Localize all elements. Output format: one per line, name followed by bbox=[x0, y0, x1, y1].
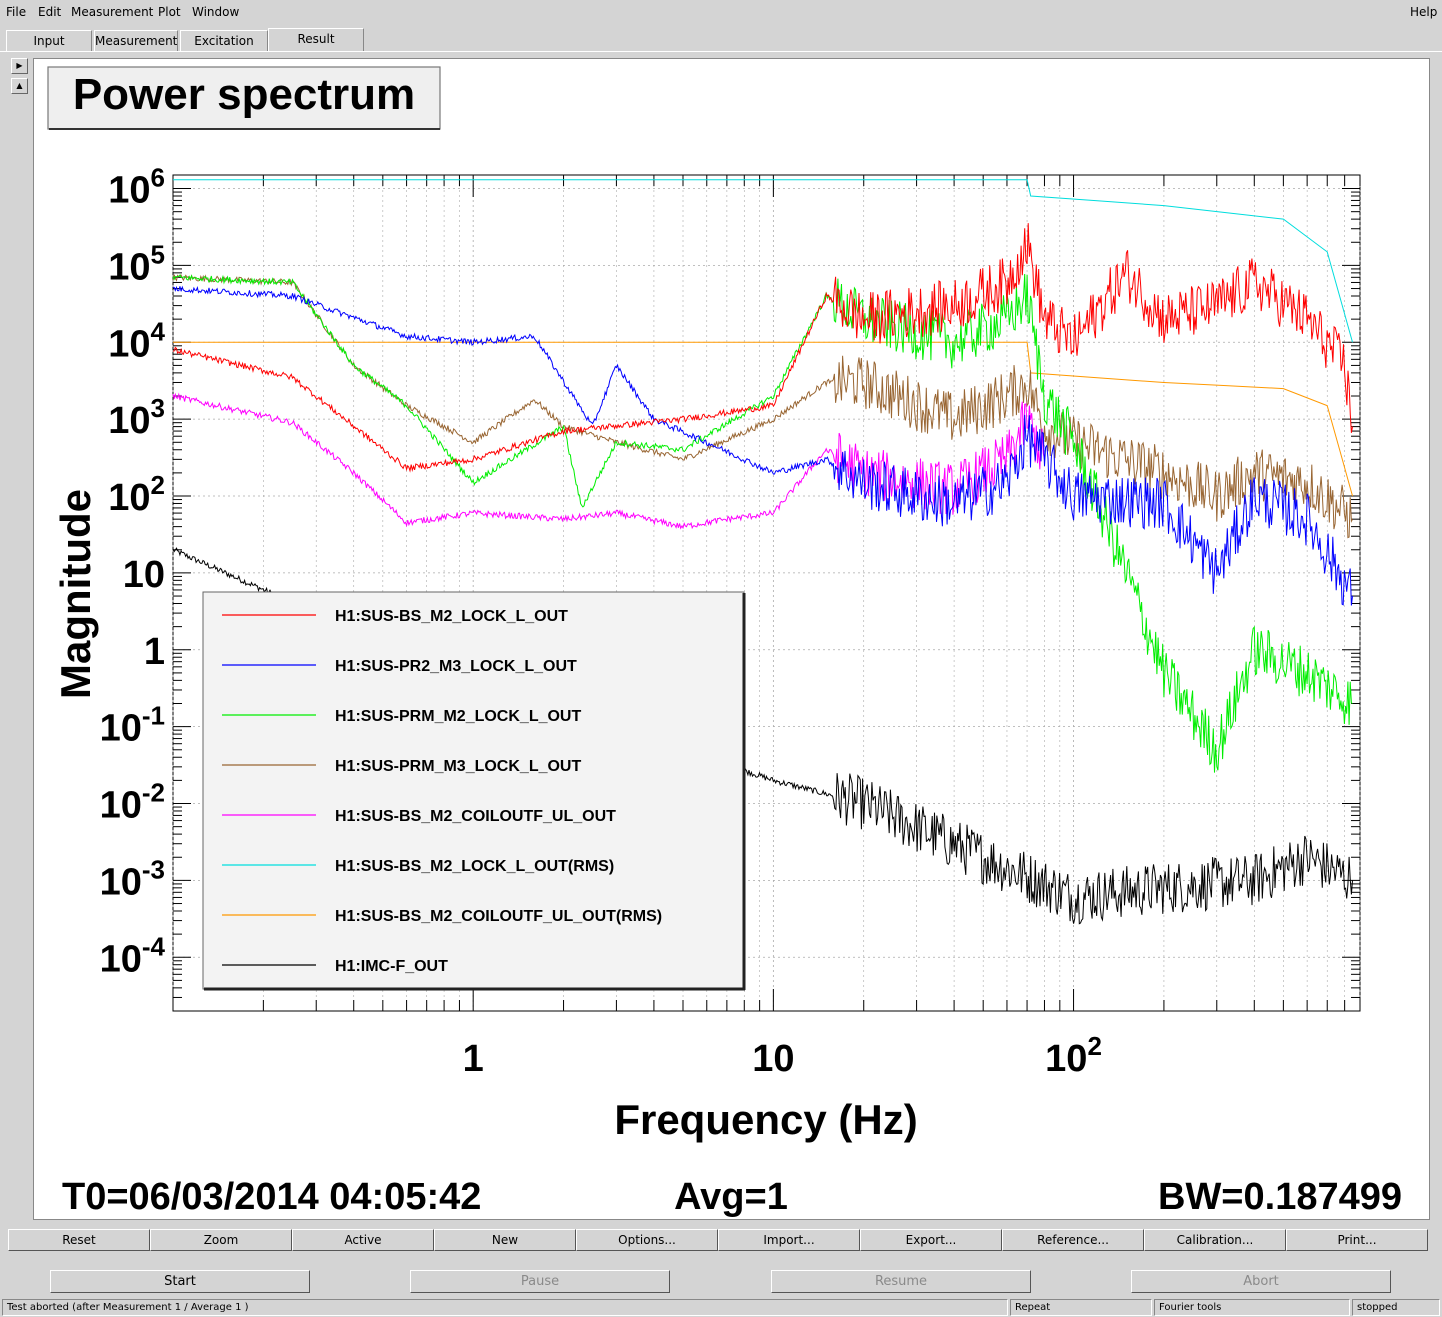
tab-divider bbox=[0, 51, 1442, 52]
series-line bbox=[173, 179, 1353, 343]
zoom-button[interactable]: Zoom bbox=[150, 1229, 292, 1251]
scroll-right-button[interactable]: ▶ bbox=[11, 58, 28, 74]
y-tick-label: 10-1 bbox=[100, 701, 165, 750]
legend-label: H1:SUS-BS_M2_COILOUTF_UL_OUT bbox=[335, 808, 616, 825]
series-line bbox=[172, 223, 1353, 473]
status-repeat: Repeat bbox=[1010, 1299, 1152, 1316]
legend-label: H1:SUS-PRM_M3_LOCK_L_OUT bbox=[335, 758, 581, 775]
y-tick-label: 105 bbox=[108, 239, 165, 288]
pause-button[interactable]: Pause bbox=[410, 1270, 670, 1293]
tab-bar: Input Measurement Excitation Result bbox=[0, 28, 1442, 52]
y-tick-label: 10-4 bbox=[100, 931, 166, 980]
status-message: Test aborted (after Measurement 1 / Aver… bbox=[2, 1299, 1008, 1316]
menu-file[interactable]: File bbox=[6, 5, 27, 19]
y-tick-label: 106 bbox=[108, 163, 165, 212]
x-tick-labels: 1 10 102 bbox=[463, 1031, 1102, 1080]
new-button[interactable]: New bbox=[434, 1229, 576, 1251]
menu-edit[interactable]: Edit bbox=[38, 5, 62, 19]
resume-button[interactable]: Resume bbox=[771, 1270, 1031, 1293]
legend-label: H1:IMC-F_OUT bbox=[335, 958, 448, 975]
plot-toolbar: Reset Zoom Active New Options... Import.… bbox=[8, 1229, 1428, 1251]
y-tick-label: 10-2 bbox=[100, 778, 165, 827]
tab-result[interactable]: Result bbox=[268, 28, 364, 52]
abort-button[interactable]: Abort bbox=[1131, 1270, 1391, 1293]
legend: H1:SUS-BS_M2_LOCK_L_OUT H1:SUS-PR2_M3_LOC… bbox=[202, 591, 746, 991]
start-button[interactable]: Start bbox=[50, 1270, 310, 1293]
y-tick-label: 102 bbox=[108, 470, 165, 519]
power-spectrum-plot: Power spectrum 10610510410310210110-110-… bbox=[47, 66, 1402, 1218]
series-line bbox=[173, 341, 1353, 497]
x-tick-label: 102 bbox=[1045, 1031, 1102, 1080]
reference-button[interactable]: Reference... bbox=[1002, 1229, 1144, 1251]
menu-measurement[interactable]: Measurement bbox=[71, 5, 154, 19]
menu-window[interactable]: Window bbox=[192, 5, 240, 19]
calibration-button[interactable]: Calibration... bbox=[1144, 1229, 1286, 1251]
tab-measurement[interactable]: Measurement bbox=[94, 30, 178, 52]
legend-label: H1:SUS-PR2_M3_LOCK_L_OUT bbox=[335, 658, 577, 675]
x-tick-label: 1 bbox=[463, 1038, 484, 1080]
series-line bbox=[172, 392, 1045, 530]
y-tick-label: 10-3 bbox=[100, 854, 165, 903]
triangle-up-icon: ▲ bbox=[16, 81, 23, 90]
active-button[interactable]: Active bbox=[292, 1229, 434, 1251]
menu-help[interactable]: Help bbox=[1410, 5, 1438, 19]
scroll-up-button[interactable]: ▲ bbox=[11, 78, 28, 94]
axis-ticks bbox=[172, 175, 1361, 1012]
print-button[interactable]: Print... bbox=[1286, 1229, 1428, 1251]
y-axis-label: Magnitude bbox=[52, 489, 99, 699]
y-tick-label: 103 bbox=[108, 393, 165, 442]
y-tick-label: 10 bbox=[123, 554, 165, 596]
series-line bbox=[172, 285, 1353, 606]
status-state: stopped bbox=[1352, 1299, 1440, 1316]
triangle-right-icon: ▶ bbox=[16, 61, 23, 70]
t0-label: T0=06/03/2014 04:05:42 bbox=[62, 1176, 481, 1218]
import-button[interactable]: Import... bbox=[718, 1229, 860, 1251]
tab-input[interactable]: Input bbox=[6, 30, 92, 52]
menu-plot[interactable]: Plot bbox=[158, 5, 181, 19]
plot-title: Power spectrum bbox=[73, 70, 415, 119]
x-axis-label: Frequency (Hz) bbox=[614, 1096, 917, 1143]
reset-button[interactable]: Reset bbox=[8, 1229, 150, 1251]
run-controls: Start Pause Resume Abort bbox=[0, 1268, 1442, 1294]
status-bar: Test aborted (after Measurement 1 / Aver… bbox=[0, 1298, 1442, 1317]
legend-label: H1:SUS-BS_M2_LOCK_L_OUT bbox=[335, 608, 568, 625]
legend-label: H1:SUS-BS_M2_COILOUTF_UL_OUT(RMS) bbox=[335, 908, 662, 925]
y-tick-label: 104 bbox=[108, 316, 165, 365]
options-button[interactable]: Options... bbox=[576, 1229, 718, 1251]
series-line bbox=[172, 273, 1353, 773]
legend-box bbox=[202, 591, 745, 990]
plot-series bbox=[172, 179, 1353, 925]
tab-excitation[interactable]: Excitation bbox=[180, 30, 268, 52]
legend-label: H1:SUS-BS_M2_LOCK_L_OUT(RMS) bbox=[335, 858, 614, 875]
legend-label: H1:SUS-PRM_M2_LOCK_L_OUT bbox=[335, 708, 581, 725]
status-fourier-tools: Fourier tools bbox=[1154, 1299, 1350, 1316]
bw-label: BW=0.187499 bbox=[1158, 1176, 1402, 1218]
export-button[interactable]: Export... bbox=[860, 1229, 1002, 1251]
avg-label: Avg=1 bbox=[674, 1176, 788, 1218]
series-line bbox=[172, 274, 1353, 539]
y-tick-label: 1 bbox=[144, 631, 165, 673]
title-box bbox=[47, 66, 441, 130]
x-tick-label: 10 bbox=[752, 1038, 794, 1080]
menu-bar: File Edit Measurement Plot Window Help bbox=[0, 0, 1442, 26]
plot-canvas[interactable]: Power spectrum 106 105 104 103 102 10 1 10-1 10-… bbox=[33, 58, 1430, 1220]
